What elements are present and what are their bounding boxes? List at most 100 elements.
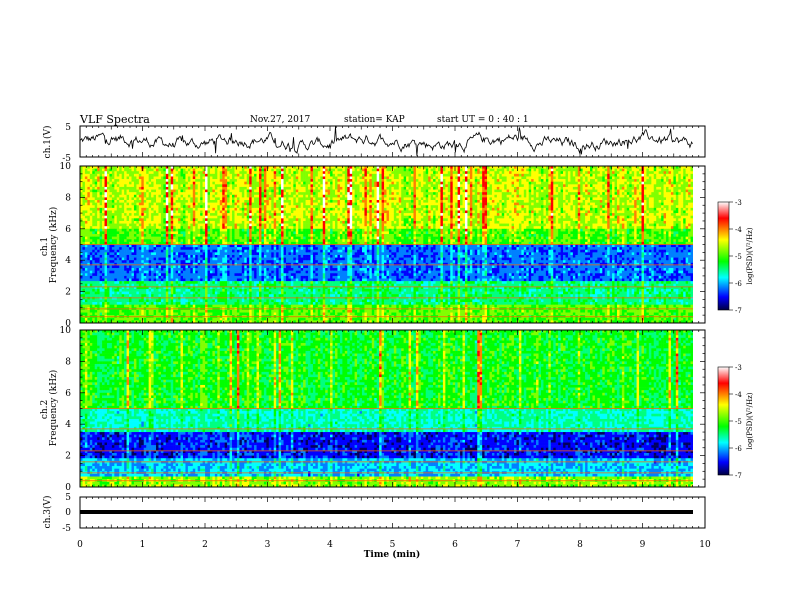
- spectrogram-cell: [281, 171, 284, 174]
- spectrogram-cell: [379, 205, 382, 208]
- spectrogram-cell: [396, 197, 399, 200]
- spectrogram-cell: [330, 210, 333, 213]
- spectrogram-cell: [374, 176, 377, 179]
- spectrogram-cell: [342, 176, 345, 179]
- spectrogram-cell: [644, 200, 647, 203]
- spectrogram-cell: [149, 200, 152, 203]
- spectrogram-cell: [610, 176, 613, 179]
- spectrogram-cell: [514, 169, 517, 172]
- spectrogram-cell: [308, 192, 311, 195]
- spectrogram-cell: [330, 203, 333, 206]
- spectrogram-cell: [276, 210, 279, 213]
- spectrogram-cell: [570, 195, 573, 198]
- spectrogram-cell: [379, 182, 382, 185]
- spectrogram-cell: [318, 174, 321, 177]
- spectrogram-cell: [264, 210, 267, 213]
- spectrogram-cell: [284, 210, 287, 213]
- spectrogram-cell: [254, 174, 257, 177]
- spectrogram-cell: [364, 187, 367, 190]
- spectrogram-cell: [357, 208, 360, 211]
- spectrogram-cell: [315, 203, 318, 206]
- spectrogram-cell: [161, 184, 164, 187]
- spectrogram-cell: [382, 169, 385, 172]
- spectrogram-cell: [617, 192, 620, 195]
- spectrogram-cell: [286, 200, 289, 203]
- spectrogram-cell: [470, 184, 473, 187]
- spectrogram-cell: [95, 187, 98, 190]
- spectrogram-cell: [455, 195, 458, 198]
- spectrogram-cell: [556, 192, 559, 195]
- spectrogram-cell: [345, 200, 348, 203]
- spectrogram-cell: [105, 176, 108, 179]
- spectrogram-cell: [379, 195, 382, 198]
- spectrogram-cell: [399, 176, 402, 179]
- spectrogram-cell: [200, 171, 203, 174]
- spectrogram-cell: [578, 192, 581, 195]
- spectrogram-cell: [401, 169, 404, 172]
- spectrogram-cell: [480, 187, 483, 190]
- spectrogram-cell: [158, 171, 161, 174]
- spectrogram-cell: [112, 205, 115, 208]
- spectrogram-cell: [428, 208, 431, 211]
- spectrogram-cell: [541, 213, 544, 216]
- spectrogram-cell: [440, 179, 443, 182]
- spectrogram-cell: [590, 179, 593, 182]
- spectrogram-cell: [166, 182, 169, 185]
- spectrogram-cell: [168, 203, 171, 206]
- spectrogram-cell: [671, 171, 674, 174]
- spectrogram-cell: [423, 174, 426, 177]
- spectrogram-cell: [222, 171, 225, 174]
- spectrogram-cell: [585, 179, 588, 182]
- spectrogram-cell: [691, 205, 694, 208]
- spectrogram-cell: [686, 200, 689, 203]
- spectrogram-cell: [440, 213, 443, 216]
- spectrogram-cell: [521, 197, 524, 200]
- spectrogram-cell: [234, 205, 237, 208]
- spectrogram-cell: [195, 187, 198, 190]
- spectrogram-cell: [595, 190, 598, 193]
- spectrogram-cell: [553, 179, 556, 182]
- spectrogram-cell: [87, 203, 90, 206]
- spectrogram-cell: [230, 213, 233, 216]
- spectrogram-cell: [163, 210, 166, 213]
- spectrogram-cell: [210, 171, 213, 174]
- spectrogram-cell: [315, 197, 318, 200]
- spectrogram-cell: [646, 192, 649, 195]
- spectrogram-cell: [467, 190, 470, 193]
- spectrogram-cell: [269, 200, 272, 203]
- spectrogram-cell: [360, 184, 363, 187]
- spectrogram-cell: [627, 176, 630, 179]
- spectrogram-cell: [489, 174, 492, 177]
- spectrogram-cell: [595, 169, 598, 172]
- spectrogram-cell: [668, 192, 671, 195]
- spectrogram-cell: [686, 182, 689, 185]
- spectrogram-cell: [489, 197, 492, 200]
- spectrogram-cell: [384, 208, 387, 211]
- spectrogram-cell: [286, 216, 289, 219]
- spectrogram-cell: [445, 187, 448, 190]
- spectrogram-cell: [453, 182, 456, 185]
- spectrogram-cell: [411, 210, 414, 213]
- spectrogram-cell: [519, 176, 522, 179]
- spectrogram-cell: [288, 210, 291, 213]
- spectrogram-cell: [607, 171, 610, 174]
- spectrogram-cell: [95, 190, 98, 193]
- spectrogram-cell: [340, 190, 343, 193]
- spectrogram-cell: [421, 210, 424, 213]
- spectrogram-cell: [440, 190, 443, 193]
- spectrogram-cell: [173, 203, 176, 206]
- spectrogram-cell: [644, 213, 647, 216]
- spectrogram-cell: [171, 203, 174, 206]
- spectrogram-cell: [489, 205, 492, 208]
- spectrogram-cell: [279, 169, 282, 172]
- spectrogram-cell: [242, 179, 245, 182]
- spectrogram-cell: [619, 213, 622, 216]
- spectrogram-cell: [198, 184, 201, 187]
- spectrogram-cell: [306, 200, 309, 203]
- spectrogram-cell: [556, 197, 559, 200]
- spectrogram-cell: [176, 182, 179, 185]
- spectrogram-cell: [639, 210, 642, 213]
- spectrogram-cell: [455, 192, 458, 195]
- spectrogram-cell: [146, 203, 149, 206]
- spectrogram-cell: [220, 216, 223, 219]
